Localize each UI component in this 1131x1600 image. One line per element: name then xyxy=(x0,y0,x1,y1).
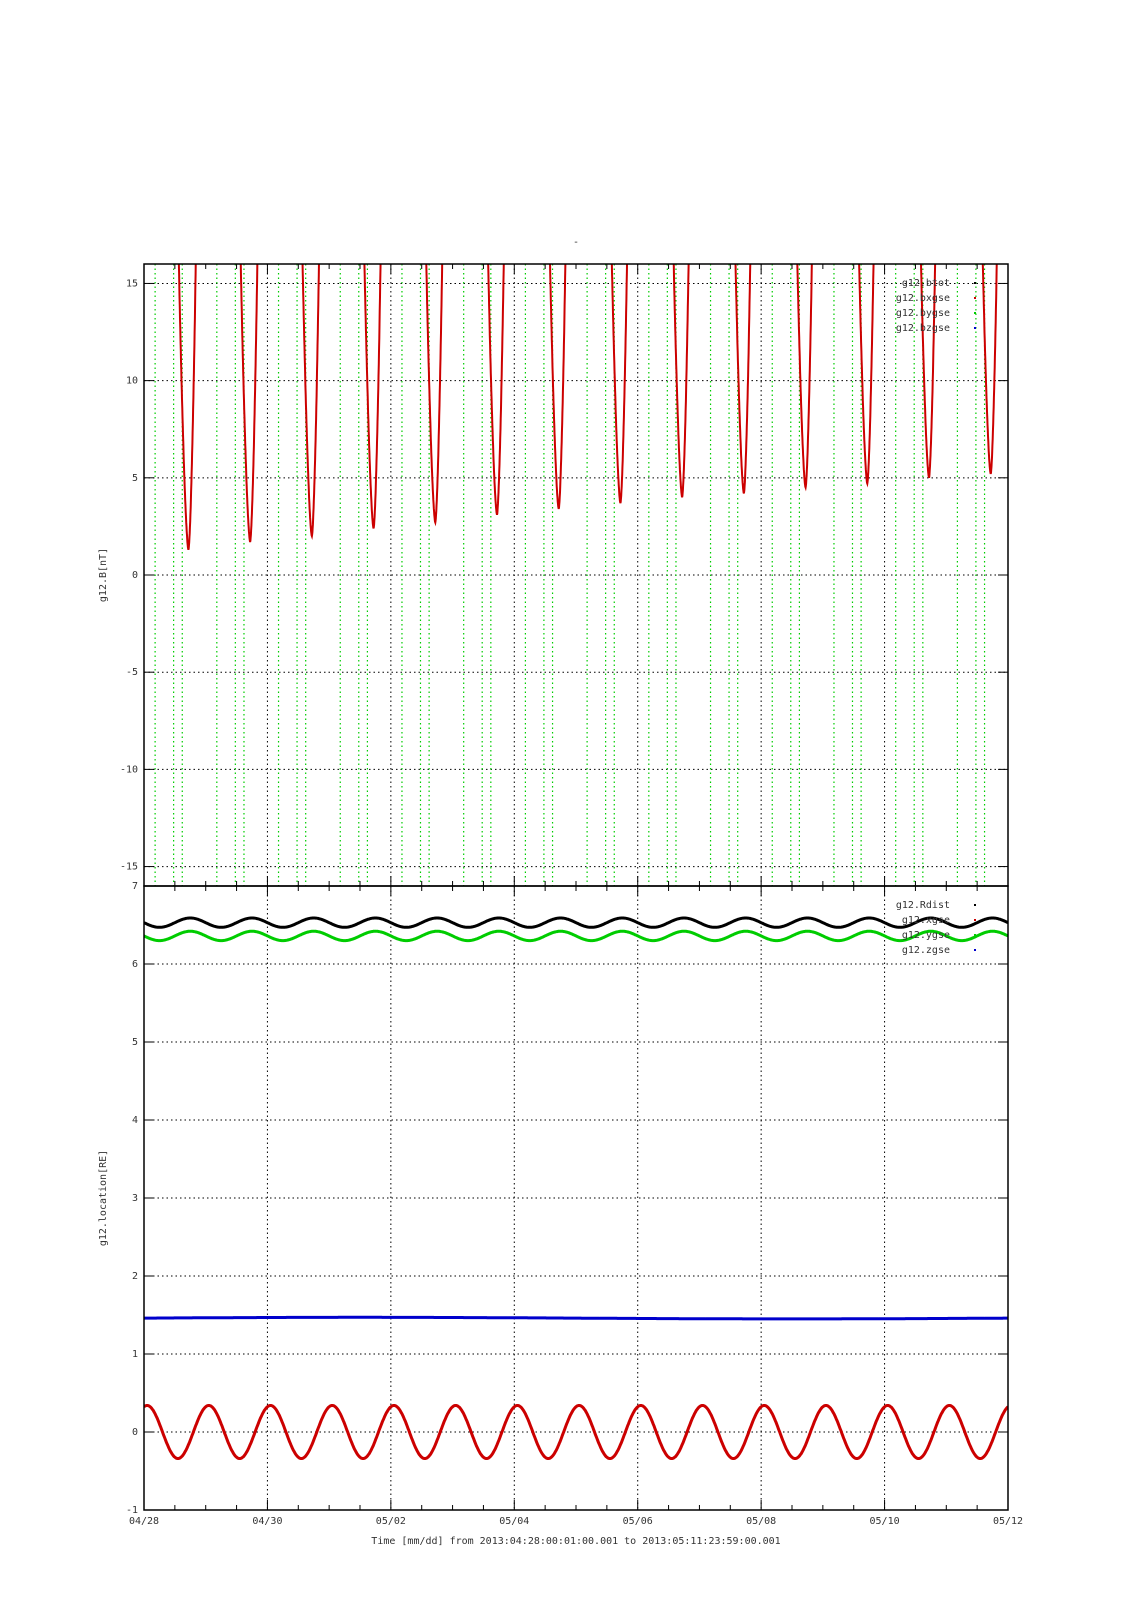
legend-entry: g12.zgse xyxy=(902,945,950,956)
x-tick-label: 05/08 xyxy=(746,1516,776,1527)
y-tick-label: 7 xyxy=(132,881,138,892)
y-tick-label: 2 xyxy=(132,1271,138,1282)
bxgse-series-line xyxy=(920,264,937,479)
bxgse-series-line xyxy=(177,264,197,550)
x-tick-label: 04/28 xyxy=(129,1516,159,1527)
bxgse-series-line xyxy=(734,264,752,494)
bxgse-series-line xyxy=(487,264,505,515)
y-tick-label: 5 xyxy=(132,473,138,484)
legend-entry: g12.Rdist xyxy=(896,900,950,911)
plot-area xyxy=(154,264,998,886)
x-tick-label: 05/12 xyxy=(993,1516,1023,1527)
bxgse-series-line xyxy=(301,264,320,540)
bxgse-series-line xyxy=(549,264,567,510)
y-tick-label: 3 xyxy=(132,1193,138,1204)
y-tick-label: 0 xyxy=(132,570,138,581)
bxgse-series-line xyxy=(363,264,382,529)
series-line-rdist xyxy=(144,916,1008,929)
y-tick-label: 4 xyxy=(132,1115,138,1126)
x-tick-label: 05/04 xyxy=(499,1516,529,1527)
y-tick-label: 0 xyxy=(132,1427,138,1438)
bxgse-series-line xyxy=(796,264,813,492)
y-tick-label: -5 xyxy=(126,667,138,678)
magnetic-field-panel: 15 10 5 0 -5 -10 -15 g12.B[nT] g12.btot g12.bxgse… xyxy=(98,264,1009,886)
legend-entry: g12.xgse xyxy=(902,915,950,926)
x-tick-label: 05/10 xyxy=(870,1516,900,1527)
bxgse-series-line xyxy=(425,264,444,527)
x-tick-label: 04/30 xyxy=(252,1516,282,1527)
time-axis-label: Time [mm/dd] from 2013:04:28:00:01:00.00… xyxy=(371,1536,780,1547)
plot-area xyxy=(144,916,1008,1460)
bxgse-series-line xyxy=(239,264,259,543)
x-tick-label: 05/02 xyxy=(376,1516,406,1527)
y-tick-label: 5 xyxy=(132,1037,138,1048)
figure-title: - xyxy=(573,237,579,248)
bxgse-series-line xyxy=(672,264,690,498)
y-tick-label: -1 xyxy=(126,1505,138,1516)
y-tick-label: 15 xyxy=(126,278,138,289)
y-tick-label: 6 xyxy=(132,959,138,970)
location-panel: 7 6 5 4 3 2 1 0 -104/28 04/30 05/02 05/04 05/06 05/08… xyxy=(98,881,1023,1527)
x-tick-label: 05/06 xyxy=(623,1516,653,1527)
legend-entry: g12.btot xyxy=(902,278,950,289)
series-line-ygse xyxy=(144,929,1008,943)
legend-entry: g12.bygse xyxy=(896,308,950,319)
y-tick-label: -15 xyxy=(120,862,138,873)
bxgse-series-line xyxy=(858,264,875,488)
y-axis-label: g12.location[RE] xyxy=(98,1150,109,1246)
y-tick-label: 10 xyxy=(126,376,138,387)
legend-entry: g12.bzgse xyxy=(896,323,950,334)
series-line-xgse xyxy=(144,1404,1008,1460)
bottom-panel-frame xyxy=(143,885,1009,1511)
y-tick-label: 1 xyxy=(132,1349,138,1360)
legend-entry: g12.ygse xyxy=(902,930,950,941)
legend-entry: g12.bxgse xyxy=(896,293,950,304)
y-tick-label: -10 xyxy=(120,764,138,775)
bxgse-series-line xyxy=(981,264,998,475)
bxgse-series-line xyxy=(610,264,629,504)
series-line-zgse xyxy=(144,1315,1008,1321)
y-axis-label: g12.B[nT] xyxy=(98,548,109,602)
